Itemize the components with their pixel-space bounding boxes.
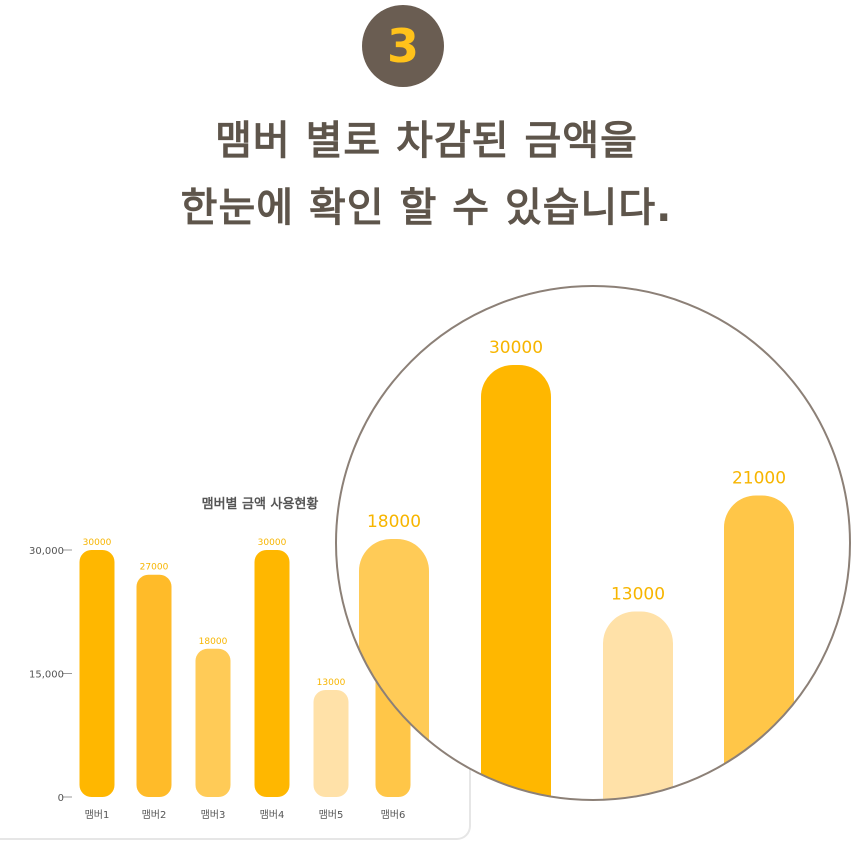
- bar: [79, 550, 115, 797]
- bar: [313, 689, 349, 797]
- bar-value-label: 30000: [83, 538, 112, 548]
- bar-value-label: 27000: [140, 563, 169, 573]
- x-tick-label: 맴버3: [201, 809, 226, 821]
- x-tick-label: 맴버5: [319, 809, 344, 821]
- bar: [254, 550, 290, 797]
- step-badge: 3: [362, 5, 444, 87]
- headline-line-1: 맴버 별로 차감된 금액을: [215, 118, 638, 164]
- x-tick-label: 맴버2: [142, 809, 167, 821]
- x-tick-label: 맴버4: [260, 809, 285, 821]
- bar-value-label: 30000: [258, 538, 287, 548]
- zoom-circle-outline: [335, 285, 851, 801]
- bar-value-label: 18000: [199, 637, 228, 647]
- zoom-bar: [603, 611, 673, 800]
- zoom-bar-value-label: 21000: [732, 469, 786, 489]
- y-tick-label: 15,000: [29, 670, 64, 681]
- x-tick-label: 맴버1: [85, 809, 110, 821]
- headline-line-2: 한눈에 확인 할 수 있습니다.: [180, 185, 673, 231]
- y-tick-label: 0: [58, 793, 64, 804]
- bar: [136, 574, 172, 797]
- zoom-bar: [481, 365, 551, 800]
- zoom-background: [336, 286, 850, 800]
- zoom-bar-value-label: 13000: [611, 585, 665, 605]
- zoom-bar: [724, 495, 794, 800]
- y-tick-label: 30,000: [29, 546, 64, 557]
- bar-value-label: 13000: [317, 678, 346, 688]
- bar: [195, 648, 231, 797]
- chart-title: 맴버별 금액 사용현황: [201, 497, 319, 512]
- step-number: 3: [386, 19, 419, 73]
- zoom-bar-value-label: 18000: [367, 512, 421, 532]
- x-tick-label: 맴버6: [381, 809, 406, 821]
- zoom-bar-value-label: 30000: [489, 338, 543, 358]
